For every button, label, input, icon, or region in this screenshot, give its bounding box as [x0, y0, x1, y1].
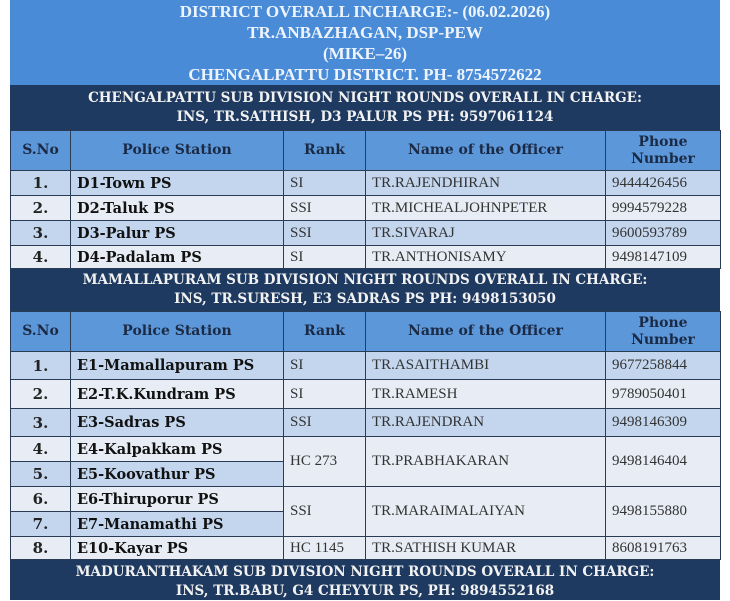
section-title: MADURANTHAKAM SUB DIVISION NIGHT ROUNDS … — [75, 564, 655, 580]
phone-number: 9498146309 — [605, 408, 721, 437]
duty-roster-document: DISTRICT OVERALL INCHARGE:- (06.02.2026)… — [10, 0, 721, 600]
table-row: 3. D3-Palur PS SSI TR.SIVARAJ 9600593789 — [10, 220, 721, 246]
police-station: E1-Mamallapuram PS — [70, 351, 284, 380]
officer-name: TR.SATHISH KUMAR — [365, 536, 606, 560]
serial-number: 3. — [10, 220, 71, 246]
officer-rank: SSI — [283, 486, 366, 537]
phone-number: 9600593789 — [605, 220, 721, 246]
serial-number: 3. — [10, 408, 71, 437]
col-phone: Phone Number — [605, 311, 721, 352]
officer-name: TR.ANTHONISAMY — [365, 245, 606, 269]
section-subtitle: INS, TR.SURESH, E3 SADRAS PS PH: 9498153… — [174, 291, 556, 307]
officer-name: TR.MICHEALJOHNPETER — [365, 195, 606, 221]
officer-rank: SI — [283, 379, 366, 409]
police-station: E6-Thiruporur PS — [70, 486, 284, 512]
serial-number: 2. — [10, 195, 71, 221]
officer-name: TR.SIVARAJ — [365, 220, 606, 246]
district-header: DISTRICT OVERALL INCHARGE:- (06.02.2026)… — [10, 0, 720, 85]
column-header-row: S.No Police Station Rank Name of the Off… — [10, 130, 721, 171]
phone-number: 9498155880 — [605, 486, 721, 537]
officer-name: TR.RAJENDRAN — [365, 408, 606, 437]
serial-number: 4. — [10, 436, 71, 462]
phone-number: 9498147109 — [605, 245, 721, 269]
serial-number: 1. — [10, 170, 71, 196]
officer-rank: SI — [283, 351, 366, 380]
officer-name: TR.RAMESH — [365, 379, 606, 409]
section-banner: MAMALLAPURAM SUB DIVISION NIGHT ROUNDS O… — [10, 269, 720, 311]
table-row: 6. E6-Thiruporur PS SSI TR.MARAIMALAIYAN 949… — [10, 486, 721, 537]
serial-number: 4. — [10, 245, 71, 269]
roster-table: S.No Police Station Rank Name of the Off… — [10, 130, 721, 269]
police-station: D4-Padalam PS — [70, 245, 284, 269]
officer-name: TR.ASAITHAMBI — [365, 351, 606, 380]
table-row: 1. D1-Town PS SI TR.RAJENDHIRAN 9444426456 — [10, 170, 721, 196]
table-row: 3. E3-Sadras PS SSI TR.RAJENDRAN 9498146309 — [10, 408, 721, 437]
col-sno: S.No — [10, 311, 71, 352]
serial-number: 5. — [10, 461, 71, 487]
section-subtitle: INS, TR.BABU, G4 CHEYYUR PS, PH: 9894552… — [175, 583, 555, 599]
header-line: (MIKE–26) — [322, 44, 408, 63]
serial-number: 1. — [10, 351, 71, 380]
phone-number: 8608191763 — [605, 536, 721, 560]
police-station: D2-Taluk PS — [70, 195, 284, 221]
officer-rank: SI — [283, 245, 366, 269]
phone-number: 9789050401 — [605, 379, 721, 409]
officer-name: TR.MARAIMALAIYAN — [365, 486, 606, 537]
officer-name: TR.PRABHAKARAN — [365, 436, 606, 487]
police-station: E3-Sadras PS — [70, 408, 284, 437]
serial-number: 6. — [10, 486, 71, 512]
section-banner: MADURANTHAKAM SUB DIVISION NIGHT ROUNDS … — [10, 560, 720, 600]
phone-number: 9994579228 — [605, 195, 721, 221]
police-station: E10-Kayar PS — [70, 536, 284, 560]
col-police-station: Police Station — [70, 130, 284, 171]
table-row: 7. E7-Manamathi PS — [10, 511, 721, 537]
officer-rank: SSI — [283, 220, 366, 246]
police-station: D1-Town PS — [70, 170, 284, 196]
phone-number: 9498146404 — [605, 436, 721, 487]
phone-number: 9677258844 — [605, 351, 721, 380]
officer-rank: SSI — [283, 195, 366, 221]
table-row: 4. E4-Kalpakkam PS HC 273 TR.PRABHAKARAN 949… — [10, 436, 721, 487]
header-line: DISTRICT OVERALL INCHARGE:- (06.02.2026) — [179, 2, 551, 21]
officer-rank: SSI — [283, 408, 366, 437]
roster-table: S.No Police Station Rank Name of the Off… — [10, 311, 721, 560]
col-officer-name: Name of the Officer — [365, 311, 606, 352]
table-row: 8. E10-Kayar PS HC 1145 TR.SATHISH KUMAR 860… — [10, 536, 721, 560]
officer-name: TR.RAJENDHIRAN — [365, 170, 606, 196]
police-station: E2-T.K.Kundram PS — [70, 379, 284, 409]
col-police-station: Police Station — [70, 311, 284, 352]
table-row: 4. D4-Padalam PS SI TR.ANTHONISAMY 949814710… — [10, 245, 721, 269]
col-phone: Phone Number — [605, 130, 721, 171]
header-line: TR.ANBAZHAGAN, DSP-PEW — [247, 23, 483, 42]
col-officer-name: Name of the Officer — [365, 130, 606, 171]
table-row: 2. E2-T.K.Kundram PS SI TR.RAMESH 9789050401 — [10, 379, 721, 409]
serial-number: 8. — [10, 536, 71, 560]
col-sno: S.No — [10, 130, 71, 171]
table-row: 2. D2-Taluk PS SSI TR.MICHEALJOHNPETER 99945… — [10, 195, 721, 221]
section-banner: CHENGALPATTU SUB DIVISION NIGHT ROUNDS O… — [10, 85, 720, 130]
column-header-row: S.No Police Station Rank Name of the Off… — [10, 311, 721, 352]
police-station: E5-Koovathur PS — [70, 461, 284, 487]
officer-rank: HC 1145 — [283, 536, 366, 560]
section-title: MAMALLAPURAM SUB DIVISION NIGHT ROUNDS O… — [82, 272, 648, 288]
table-row: 5. E5-Koovathur PS — [10, 461, 721, 487]
col-rank: Rank — [283, 130, 366, 171]
header-line: CHENGALPATTU DISTRICT. PH- 8754572622 — [188, 65, 542, 84]
table-row: 1. E1-Mamallapuram PS SI TR.ASAITHAMBI 96772… — [10, 351, 721, 380]
section-subtitle: INS, TR.SATHISH, D3 PALUR PS PH: 9597061… — [176, 109, 554, 125]
serial-number: 2. — [10, 379, 71, 409]
section-title: CHENGALPATTU SUB DIVISION NIGHT ROUNDS O… — [88, 90, 642, 106]
serial-number: 7. — [10, 511, 71, 537]
police-station: D3-Palur PS — [70, 220, 284, 246]
officer-rank: HC 273 — [283, 436, 366, 487]
officer-rank: SI — [283, 170, 366, 196]
police-station: E7-Manamathi PS — [70, 511, 284, 537]
col-rank: Rank — [283, 311, 366, 352]
phone-number: 9444426456 — [605, 170, 721, 196]
police-station: E4-Kalpakkam PS — [70, 436, 284, 462]
